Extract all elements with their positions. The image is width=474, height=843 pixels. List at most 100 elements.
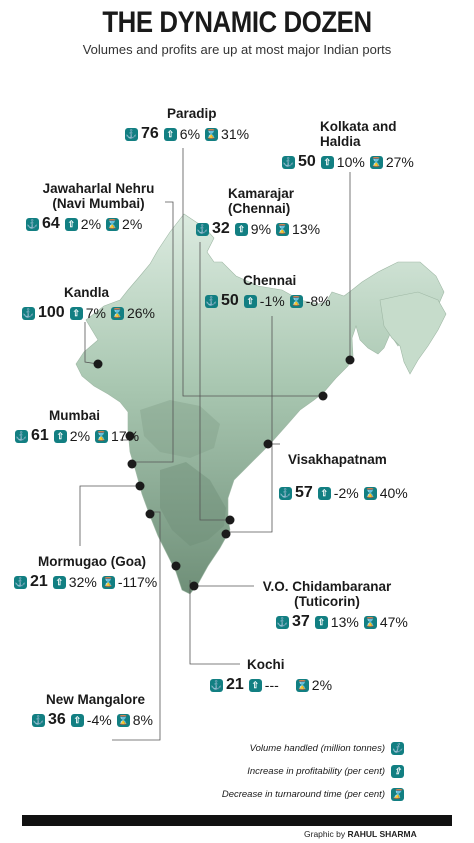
turnaround-value: 27% <box>385 154 414 170</box>
profit-value: 2% <box>80 216 102 232</box>
port-label-vo-chidambaranar: V.O. Chidambaranar (Tuticorin) ⚓ 37 ⇧ 13… <box>262 579 410 631</box>
anchor-icon: ⚓ <box>22 306 35 320</box>
anchor-icon: ⚓ <box>14 575 27 589</box>
leader-line-mormugao <box>79 485 140 546</box>
arrow-up-icon: ⇧ <box>163 127 177 141</box>
legend-label: Increase in profitability (per cent) <box>247 766 385 777</box>
port-name: Mumbai <box>49 408 101 423</box>
port-stats: ⚓ 76 ⇧ 6% ⌛ 31% <box>125 125 251 143</box>
turnaround-value: 17% <box>111 428 140 444</box>
leader-line-kochi <box>189 580 240 665</box>
arrow-up-icon: ⇧ <box>314 615 328 629</box>
arrow-up-icon: ⇧ <box>70 713 84 727</box>
volume-value: 21 <box>30 573 48 590</box>
profit-value: 13% <box>330 614 359 630</box>
profit-value: 7% <box>85 305 106 321</box>
port-label-new-mangalore: New Mangalore ⚓ 36 ⇧ -4% ⌛ 8% <box>32 692 155 729</box>
anchor-icon: ⚓ <box>276 615 289 629</box>
relief-shading <box>160 462 226 546</box>
port-marker-mumbai <box>125 431 135 441</box>
port-stats: ⚓ 61 ⇧ 2% ⌛ 17% <box>15 427 141 445</box>
hourglass-icon: ⌛ <box>95 429 109 443</box>
anchor-icon: ⚓ <box>32 713 45 727</box>
port-name: Chennai <box>243 273 297 288</box>
port-marker-visakhapatnam <box>263 439 273 449</box>
leader-line-chennai <box>228 316 273 533</box>
port-markers <box>93 355 355 591</box>
turnaround-value: -8% <box>305 293 331 309</box>
credit-prefix: Graphic by <box>304 829 346 839</box>
port-label-visakhapatnam: Visakhapatnam <box>288 452 387 467</box>
port-stats: ⚓ 21 ⇧ --- ⌛ 2% <box>210 676 334 694</box>
port-name: Kamarajar (Chennai) <box>228 186 295 216</box>
port-stats: ⚓ 32 ⇧ 9% ⌛ 13% <box>196 220 328 238</box>
arrow-up-icon: ⇧ <box>317 486 331 500</box>
turnaround-value: 13% <box>292 221 321 237</box>
turnaround-value: 2% <box>311 677 333 693</box>
hourglass-icon: ⌛ <box>106 217 120 231</box>
hourglass-icon: ⌛ <box>205 127 219 141</box>
port-name: Kolkata and Haldia <box>320 119 397 149</box>
hourglass-icon: ⌛ <box>363 615 377 629</box>
volume-value: 50 <box>221 292 239 309</box>
legend-item-turnaround: Decrease in turnaround time (per cent) ⌛ <box>212 783 404 806</box>
port-marker-kochi <box>171 561 181 571</box>
volume-value: 21 <box>226 676 244 693</box>
legend-label: Decrease in turnaround time (per cent) <box>221 789 385 800</box>
arrow-up-icon: ⇧ <box>234 222 248 236</box>
page-subtitle: Volumes and profits are up at most major… <box>82 42 392 57</box>
page-title: THE DYNAMIC DOZEN <box>102 6 372 39</box>
profit-value: 2% <box>69 428 91 444</box>
hourglass-icon: ⌛ <box>101 575 115 589</box>
port-marker-jnpt <box>127 459 137 469</box>
anchor-icon: ⚓ <box>391 742 404 755</box>
profit-value: 9% <box>250 221 272 237</box>
arrow-up-icon: ⇧ <box>52 575 66 589</box>
profit-value: 32% <box>68 574 97 590</box>
port-label-kolkata-haldia: Kolkata and Haldia ⚓ 50 ⇧ 10% ⌛ 27% <box>282 119 430 171</box>
port-stats: ⚓ 21 ⇧ 32% ⌛ -117% <box>14 573 159 591</box>
port-marker-kolkata <box>345 355 355 365</box>
hourglass-icon: ⌛ <box>295 678 309 692</box>
anchor-icon: ⚓ <box>205 294 218 308</box>
port-stats: ⚓ 50 ⇧ -1% ⌛ -8% <box>205 292 333 310</box>
legend-label: Volume handled (million tonnes) <box>249 743 385 754</box>
volume-value: 57 <box>295 484 313 501</box>
arrow-up-icon: ⇧ <box>243 294 257 308</box>
port-stats: ⚓ 100 ⇧ 7% ⌛ 26% <box>22 304 157 322</box>
profit-value: --- <box>264 677 279 693</box>
port-marker-kamarajar <box>225 515 235 525</box>
turnaround-value: 40% <box>379 485 408 501</box>
port-name: Jawaharlal Nehru (Navi Mumbai) <box>42 181 155 211</box>
port-name: Kandla <box>64 285 110 300</box>
arrow-up-icon: ⇧ <box>64 217 78 231</box>
hourglass-icon: ⌛ <box>369 155 383 169</box>
volume-value: 61 <box>31 427 49 444</box>
profit-value: -1% <box>259 293 285 309</box>
northeast-landmass <box>379 291 447 375</box>
port-label-kochi: Kochi ⚓ 21 ⇧ --- ⌛ 2% <box>210 657 334 694</box>
turnaround-value: 2% <box>122 216 143 232</box>
port-label-kamarajar: Kamarajar (Chennai) ⚓ 32 ⇧ 9% ⌛ 13% <box>196 186 328 238</box>
port-marker-paradip <box>318 391 328 401</box>
credit-author: RAHUL SHARMA <box>347 829 417 839</box>
turnaround-value: 26% <box>126 305 155 321</box>
profit-value: -4% <box>86 712 112 728</box>
legend-item-profit: Increase in profitability (per cent) ⇧ <box>212 760 404 783</box>
anchor-icon: ⚓ <box>210 678 223 692</box>
port-stats-visakhapatnam: ⚓ 57 ⇧ -2% ⌛ 40% <box>279 484 410 502</box>
port-stats: ⚓ 50 ⇧ 10% ⌛ 27% <box>282 153 430 171</box>
profit-value: 6% <box>179 126 201 142</box>
turnaround-value: 47% <box>379 614 408 630</box>
profit-value: -2% <box>333 485 359 501</box>
hourglass-icon: ⌛ <box>116 713 130 727</box>
port-name: Mormugao (Goa) <box>38 554 146 569</box>
anchor-icon: ⚓ <box>279 486 292 500</box>
volume-value: 37 <box>292 613 310 630</box>
port-label-jawaharlal-nehru: Jawaharlal Nehru (Navi Mumbai) ⚓ 64 ⇧ 2%… <box>26 181 171 233</box>
hourglass-icon: ⌛ <box>289 294 303 308</box>
anchor-icon: ⚓ <box>196 222 209 236</box>
port-marker-chennai <box>221 529 231 539</box>
leader-line-mangalore <box>112 511 161 741</box>
